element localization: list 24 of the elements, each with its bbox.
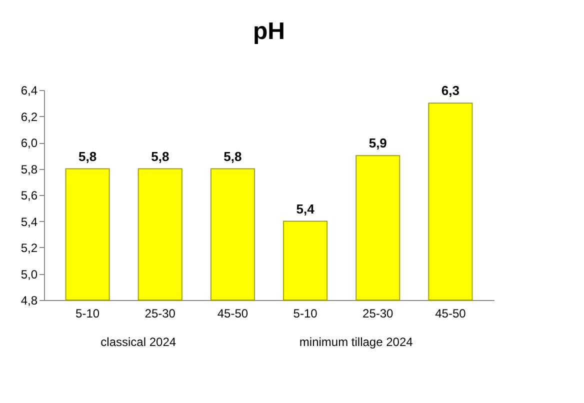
y-tick-label: 5,4 bbox=[20, 214, 38, 229]
data-label: 5,8 bbox=[224, 148, 242, 164]
y-tick-label: 5,0 bbox=[20, 267, 38, 282]
y-tick-label: 4,8 bbox=[20, 294, 38, 308]
x-tick-label: 45-50 bbox=[217, 306, 248, 320]
data-label: 6,3 bbox=[441, 83, 460, 98]
chart-title: pH bbox=[253, 18, 285, 45]
x-tick-label: 45-50 bbox=[435, 306, 466, 320]
x-tick-label: 25-30 bbox=[362, 306, 394, 320]
text: minimum tillage 2024 bbox=[299, 335, 414, 349]
y-tick-label: 6,4 bbox=[20, 84, 38, 98]
x-tick-label: 5-10 bbox=[76, 306, 100, 320]
y-tick-label: 6,2 bbox=[20, 110, 38, 124]
text: classical 2024 bbox=[100, 335, 176, 349]
x-tick-label: 25-30 bbox=[144, 306, 176, 320]
x-tick-label: 5-10 bbox=[293, 306, 318, 320]
data-label: 5,8 bbox=[78, 148, 97, 164]
y-tick-label: 5,2 bbox=[20, 241, 38, 255]
y-tick-label: 6,0 bbox=[20, 136, 38, 150]
y-tick-label: 5,8 bbox=[20, 162, 38, 176]
data-label: 5,9 bbox=[368, 136, 387, 151]
data-label: 5,8 bbox=[151, 148, 170, 164]
y-tick-label: 5,6 bbox=[20, 188, 38, 202]
data-label: 5,4 bbox=[296, 201, 316, 216]
